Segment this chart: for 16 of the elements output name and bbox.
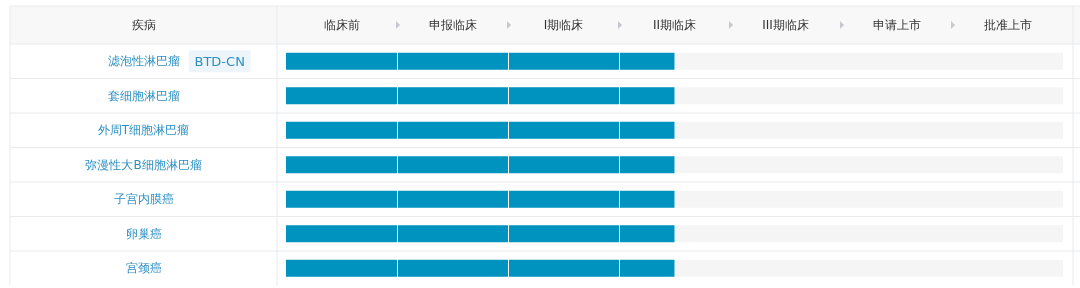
- text: I期临床: [543, 18, 584, 32]
- text: 申报临床: [428, 18, 477, 32]
- y-tick-label: 外周T细胞淋巴瘤: [97, 123, 190, 138]
- y-tick-label: 滤泡性淋巴瘤: [107, 54, 180, 69]
- y-tick-label: 弥漫性大B细胞淋巴瘤: [85, 157, 202, 172]
- text: II期临床: [652, 18, 697, 32]
- text: 批准上市: [983, 18, 1032, 32]
- y-tick-label: 子宫内膜癌: [113, 192, 174, 207]
- text: BTD-CN: [194, 53, 245, 69]
- y-tick-label: 套细胞淋巴瘤: [107, 88, 180, 103]
- y-tick-label: 宫颈癌: [125, 261, 162, 276]
- text: III期临床: [762, 18, 809, 32]
- text: 临床前: [323, 18, 360, 32]
- text: 申请上市: [872, 18, 921, 32]
- y-axis-title: 疾病: [131, 18, 156, 32]
- y-tick-label: 卵巢癌: [125, 226, 162, 241]
